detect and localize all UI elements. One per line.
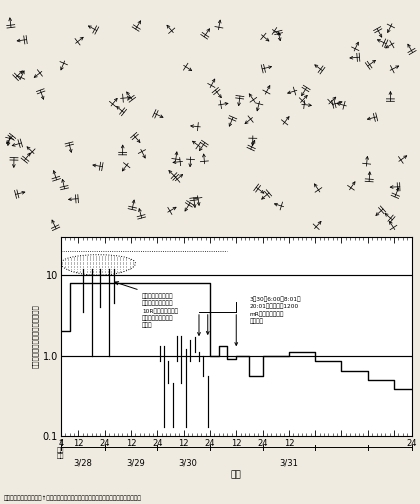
Text: 生故: 生故 (57, 454, 65, 459)
Y-axis label: 放射線レベル（レントゲン／時）: 放射線レベル（レントゲン／時） (32, 304, 39, 368)
Text: このころ排気塔の上
空での測定があれば
10R／時をこえるも
のがあったと推測さ
れる。: このころ排気塔の上 空での測定があれば 10R／時をこえるも のがあったと推測さ… (142, 293, 178, 329)
Text: 矢印は時間ごとの風向（↑北）横棒は風速（＋時速３マイル、＋時速６マイル）を表す: 矢印は時間ごとの風向（↑北）横棒は風速（＋時速３マイル、＋時速６マイル）を表す (4, 496, 142, 501)
Text: 発事: 発事 (57, 447, 65, 453)
Text: 3月30日6:00、8:01、
20:01、上空での1200
mR／時の記録がみ
られる。: 3月30日6:00、8:01、 20:01、上空での1200 mR／時の記録がみ… (249, 296, 301, 324)
Text: 3/31: 3/31 (279, 459, 298, 468)
Text: 3/30: 3/30 (178, 459, 197, 468)
Text: 3/28: 3/28 (74, 459, 92, 468)
Text: 日付: 日付 (231, 470, 242, 479)
Text: ↑: ↑ (58, 438, 64, 448)
Text: 3/29: 3/29 (126, 459, 145, 468)
